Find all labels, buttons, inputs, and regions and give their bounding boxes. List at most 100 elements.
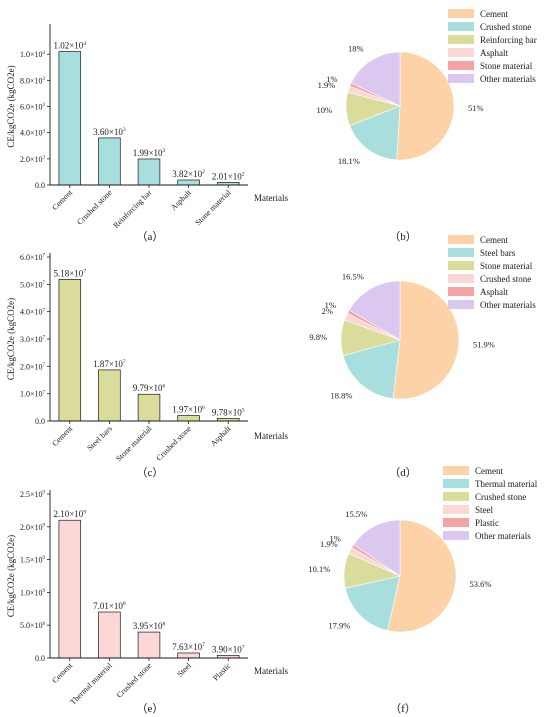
y-tick-label-exp: 9 xyxy=(43,523,46,528)
bar-value-label-base: 1.97×10 xyxy=(172,405,202,415)
bar-cement xyxy=(58,519,82,659)
y-tick-label-exp: 7 xyxy=(43,308,46,313)
panel-caption: （a） xyxy=(137,230,164,243)
y-tick-label-exp: 9 xyxy=(43,491,46,496)
pie-slice-cement xyxy=(396,51,455,161)
y-axis-label: CE/kgCO2e (kgCO2e) xyxy=(6,65,16,147)
pie-percent-label: 2% xyxy=(322,306,333,316)
y-tick-label-base: 8.0×10 xyxy=(20,76,43,85)
y-tick-label: 0.0 xyxy=(35,181,45,190)
bar-value-label-exp: 7 xyxy=(202,642,205,648)
y-tick-label: 4.0×103 xyxy=(20,129,46,138)
bar-value-label-base: 2.01×10 xyxy=(212,171,242,181)
bar-value-label-base: 3.95×10 xyxy=(133,621,163,631)
bar-value-label-base: 7.63×10 xyxy=(172,642,202,652)
legend-label: Other materials xyxy=(480,74,536,84)
bar-value-label-exp: 5 xyxy=(242,408,245,414)
legend-swatch xyxy=(448,235,474,244)
y-tick-label-exp: 7 xyxy=(43,390,46,395)
pie-slice-cement xyxy=(392,280,460,400)
legend-swatch xyxy=(443,466,469,475)
bar-value-label: 3.60×103 xyxy=(93,127,126,137)
y-tick-label-base: 1.0×10 xyxy=(20,50,43,59)
bar-value-label: 3.95×108 xyxy=(133,621,166,631)
legend-label: Stone material xyxy=(480,261,533,271)
bar-value-label-base: 9.79×10 xyxy=(133,383,163,393)
legend-swatch xyxy=(443,479,469,488)
bar-value-label: 7.01×108 xyxy=(93,601,126,611)
pie-legend: Cement Crushed stone Reinforcing bar Asphal… xyxy=(448,9,537,84)
legend-label: Reinforcing bar xyxy=(480,35,537,45)
x-tick-label: Reinforcing bar xyxy=(111,188,153,230)
y-tick-label-exp: 4 xyxy=(43,51,46,56)
pie-slice-thermal-material xyxy=(344,575,401,631)
y-tick-label-base: 5.0×10 xyxy=(20,280,43,289)
y-axis-label: CE/kgCO2e (kgCO2e) xyxy=(6,535,16,617)
bar-steel-bars xyxy=(98,369,121,422)
legend-label: Cement xyxy=(475,466,503,476)
legend-label: Crushed stone xyxy=(475,492,526,502)
bar-chart-c: CE/kgCO2e (kgCO2e)0.01.0×1072.0×1073.0×1… xyxy=(6,253,288,479)
y-tick-label-exp: 7 xyxy=(43,363,46,368)
y-tick-label-base: 0.0 xyxy=(35,181,45,190)
bar-value-label-exp: 3 xyxy=(123,127,126,133)
y-tick-label: 5.0×107 xyxy=(20,280,46,289)
bar-stone-material xyxy=(137,393,161,422)
pie-percent-label: 51.9% xyxy=(473,339,495,349)
x-tick-label: Cement xyxy=(50,661,75,686)
legend-label: Thermal material xyxy=(475,479,538,489)
y-tick-label: 5.0×108 xyxy=(20,621,46,630)
y-tick-label-exp: 7 xyxy=(43,281,46,286)
y-tick-label: 0.0 xyxy=(35,654,45,663)
bar-value-label-exp: 7 xyxy=(242,645,245,651)
panel-caption: （d） xyxy=(389,466,417,479)
y-tick-label-base: 1.5×10 xyxy=(20,556,43,565)
panel-caption: （e） xyxy=(137,702,164,715)
x-tick-label: Steel bars xyxy=(85,424,114,453)
bar-value-label-exp: 4 xyxy=(83,41,86,47)
bar-thermal-material xyxy=(98,611,121,659)
y-tick-label-exp: 9 xyxy=(43,589,46,594)
legend-swatch xyxy=(443,518,469,527)
bar-reinforcing-bar xyxy=(137,158,161,186)
y-tick-label: 2.0×109 xyxy=(20,523,46,532)
panel-caption: （c） xyxy=(137,466,164,479)
legend-swatch xyxy=(443,531,469,540)
bar-value-label-base: 7.01×10 xyxy=(93,601,123,611)
pie-percent-label: 1.9% xyxy=(320,539,338,549)
pie-percent-label: 18.8% xyxy=(330,390,352,400)
bar-value-label: 1.99×103 xyxy=(133,148,166,158)
bar-value-label-exp: 3 xyxy=(163,148,166,154)
bar-value-label-exp: 6 xyxy=(163,383,166,389)
bar-value-label: 9.78×105 xyxy=(212,407,245,417)
y-tick-label: 2.0×107 xyxy=(20,362,46,371)
bar-value-label-base: 3.60×10 xyxy=(93,127,123,137)
y-tick-label-base: 6.0×10 xyxy=(20,253,43,262)
pie-percent-label: 1% xyxy=(325,300,336,310)
pie-percent-label: 1.9% xyxy=(318,80,336,90)
y-tick-label-exp: 9 xyxy=(43,556,46,561)
y-tick-label-base: 2.0×10 xyxy=(20,155,43,164)
x-axis-label: Materials xyxy=(254,666,288,676)
legend-swatch xyxy=(448,61,474,70)
bar-chart-e: CE/kgCO2e (kgCO2e)0.05.0×1081.0×1091.5×1… xyxy=(6,490,288,715)
bar-value-label-base: 1.99×10 xyxy=(133,148,163,158)
legend-label: Asphalt xyxy=(480,48,508,58)
pie-legend: Cement Steel bars Stone material Crushed st… xyxy=(448,235,536,310)
legend-swatch xyxy=(448,261,474,270)
bar-crushed-stone xyxy=(177,415,200,422)
y-tick-label-exp: 7 xyxy=(43,254,46,259)
y-tick-label-base: 3.0×10 xyxy=(20,335,43,344)
bar-value-label-exp: 7 xyxy=(123,359,126,365)
bar-value-label-base: 3.90×10 xyxy=(212,644,242,654)
pie-percent-label: 9.8% xyxy=(309,332,327,342)
pie-slice-steel-bars xyxy=(342,339,401,399)
legend-label: Asphalt xyxy=(480,287,508,297)
bar-value-label-base: 9.78×10 xyxy=(212,407,242,417)
panel-caption: （b） xyxy=(389,230,417,243)
y-tick-label-base: 1.0×10 xyxy=(20,588,43,597)
bar-cement xyxy=(58,279,82,422)
y-tick-label-base: 1.0×10 xyxy=(20,390,43,399)
bar-value-label: 5.18×107 xyxy=(53,268,86,278)
pie-percent-label: 16.5% xyxy=(342,272,364,282)
